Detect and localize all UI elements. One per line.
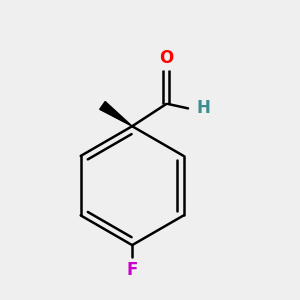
Text: O: O (159, 50, 173, 68)
Text: H: H (196, 99, 210, 117)
Polygon shape (100, 101, 132, 126)
Text: F: F (127, 262, 138, 280)
